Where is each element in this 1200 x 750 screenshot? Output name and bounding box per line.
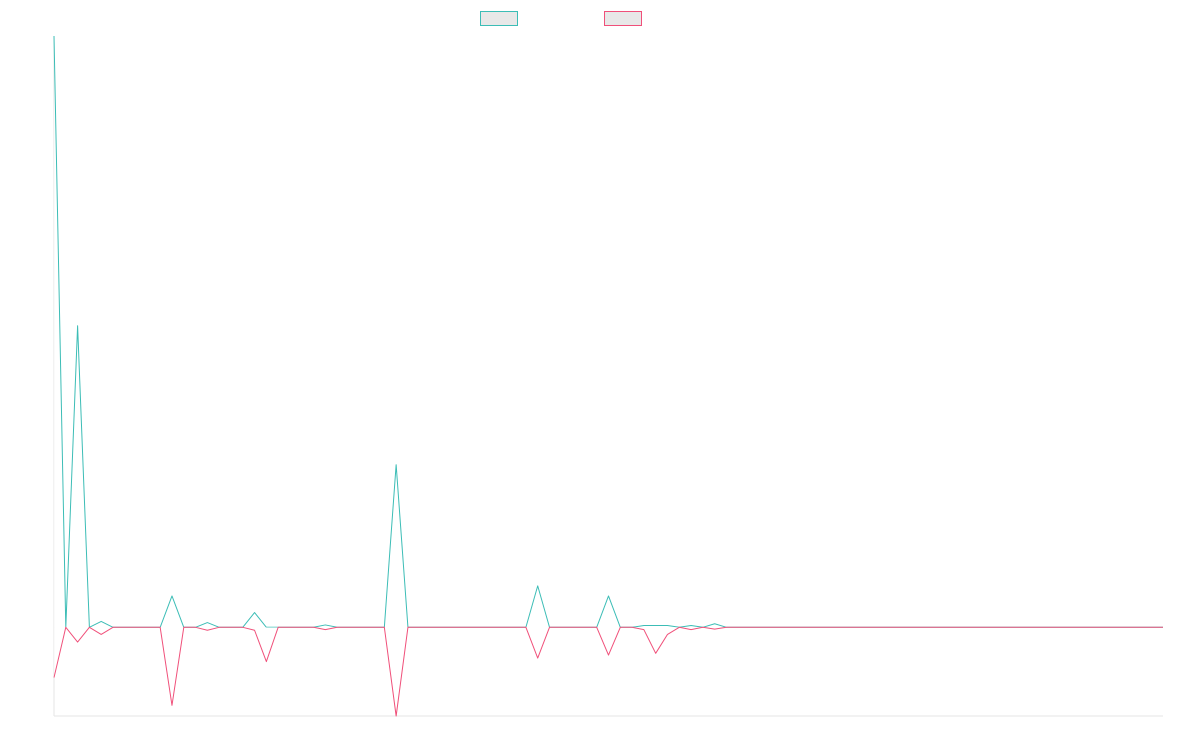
series-2-line bbox=[53, 626, 1163, 717]
series-2 bbox=[53, 626, 1163, 717]
legend-item-series-2[interactable] bbox=[604, 9, 648, 27]
series-1 bbox=[53, 35, 1163, 628]
legend bbox=[0, 9, 1200, 27]
series-2-area bbox=[54, 627, 1163, 716]
legend-swatch-series-1 bbox=[480, 10, 518, 26]
legend-swatch-series-2 bbox=[604, 10, 642, 26]
series-1-area bbox=[54, 36, 1163, 628]
legend-item-series-1[interactable] bbox=[480, 9, 524, 27]
series-1-line bbox=[53, 35, 1163, 628]
